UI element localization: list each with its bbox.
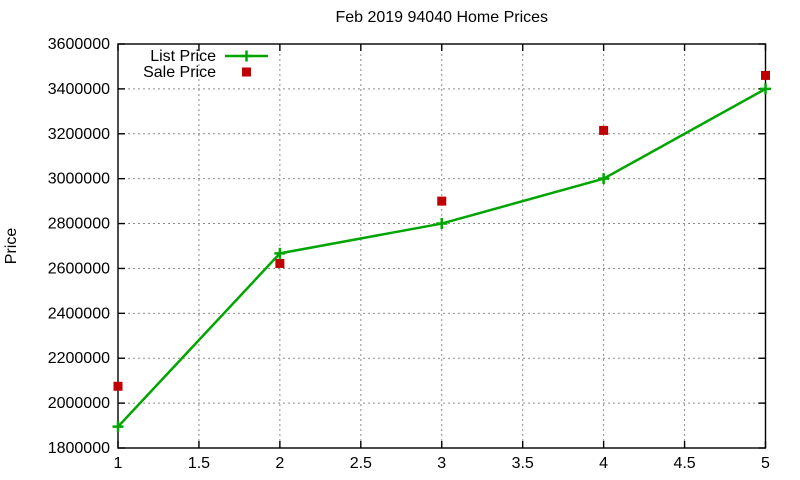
sale-price-marker bbox=[113, 381, 123, 391]
list-price-marker bbox=[760, 83, 771, 95]
chart-title: Feb 2019 94040 Home Prices bbox=[335, 9, 548, 26]
y-tick-label: 2400000 bbox=[48, 305, 110, 322]
y-axis-label: Price bbox=[3, 228, 20, 265]
x-tick-label: 1 bbox=[114, 455, 123, 472]
sale-price-marker bbox=[761, 70, 770, 80]
y-tick-label: 2600000 bbox=[48, 260, 110, 277]
y-tick-label: 2800000 bbox=[48, 216, 110, 233]
legend: List Price Sale Price bbox=[143, 48, 268, 81]
y-tick-label: 3200000 bbox=[48, 126, 110, 143]
y-tick-label: 2200000 bbox=[48, 350, 110, 367]
list-price-marker bbox=[436, 218, 448, 230]
plot-border bbox=[117, 43, 767, 449]
y-tick-label: 3600000 bbox=[48, 36, 110, 53]
list-price-marker bbox=[112, 421, 124, 433]
list-price-marker bbox=[274, 247, 286, 259]
x-tick-label: 3 bbox=[437, 455, 446, 472]
x-tick-label: 5 bbox=[761, 455, 770, 472]
legend-sample-sale-price-marker bbox=[242, 67, 251, 77]
x-tick-label: 1.5 bbox=[188, 455, 210, 472]
sale-price-marker bbox=[599, 125, 609, 135]
y-tick-label: 2000000 bbox=[48, 395, 110, 412]
x-tick-label: 4 bbox=[599, 455, 608, 472]
legend-label-list-price: List Price bbox=[150, 48, 216, 65]
y-tick-label: 3000000 bbox=[48, 171, 110, 188]
sale-price-marker bbox=[437, 196, 447, 206]
x-tick-label: 4.5 bbox=[673, 455, 695, 472]
list-price-marker bbox=[598, 173, 610, 185]
sale-price-marker bbox=[275, 259, 285, 269]
legend-samples bbox=[225, 50, 268, 77]
y-tick-label: 3400000 bbox=[48, 81, 110, 98]
gridlines bbox=[118, 44, 766, 448]
legend-sample-list-price-marker bbox=[241, 50, 252, 62]
y-tick-label: 1800000 bbox=[48, 440, 110, 457]
axis-tick-labels: 1 1.5 2 2.5 3 3.5 4 4.5 5 1800000 2000000 2200000 24… bbox=[48, 36, 770, 472]
legend-label-sale-price: Sale Price bbox=[143, 64, 216, 81]
x-tick-label: 2 bbox=[275, 455, 284, 472]
x-tick-label: 3.5 bbox=[512, 455, 534, 472]
data-series bbox=[112, 70, 771, 433]
x-tick-label: 2.5 bbox=[350, 455, 372, 472]
